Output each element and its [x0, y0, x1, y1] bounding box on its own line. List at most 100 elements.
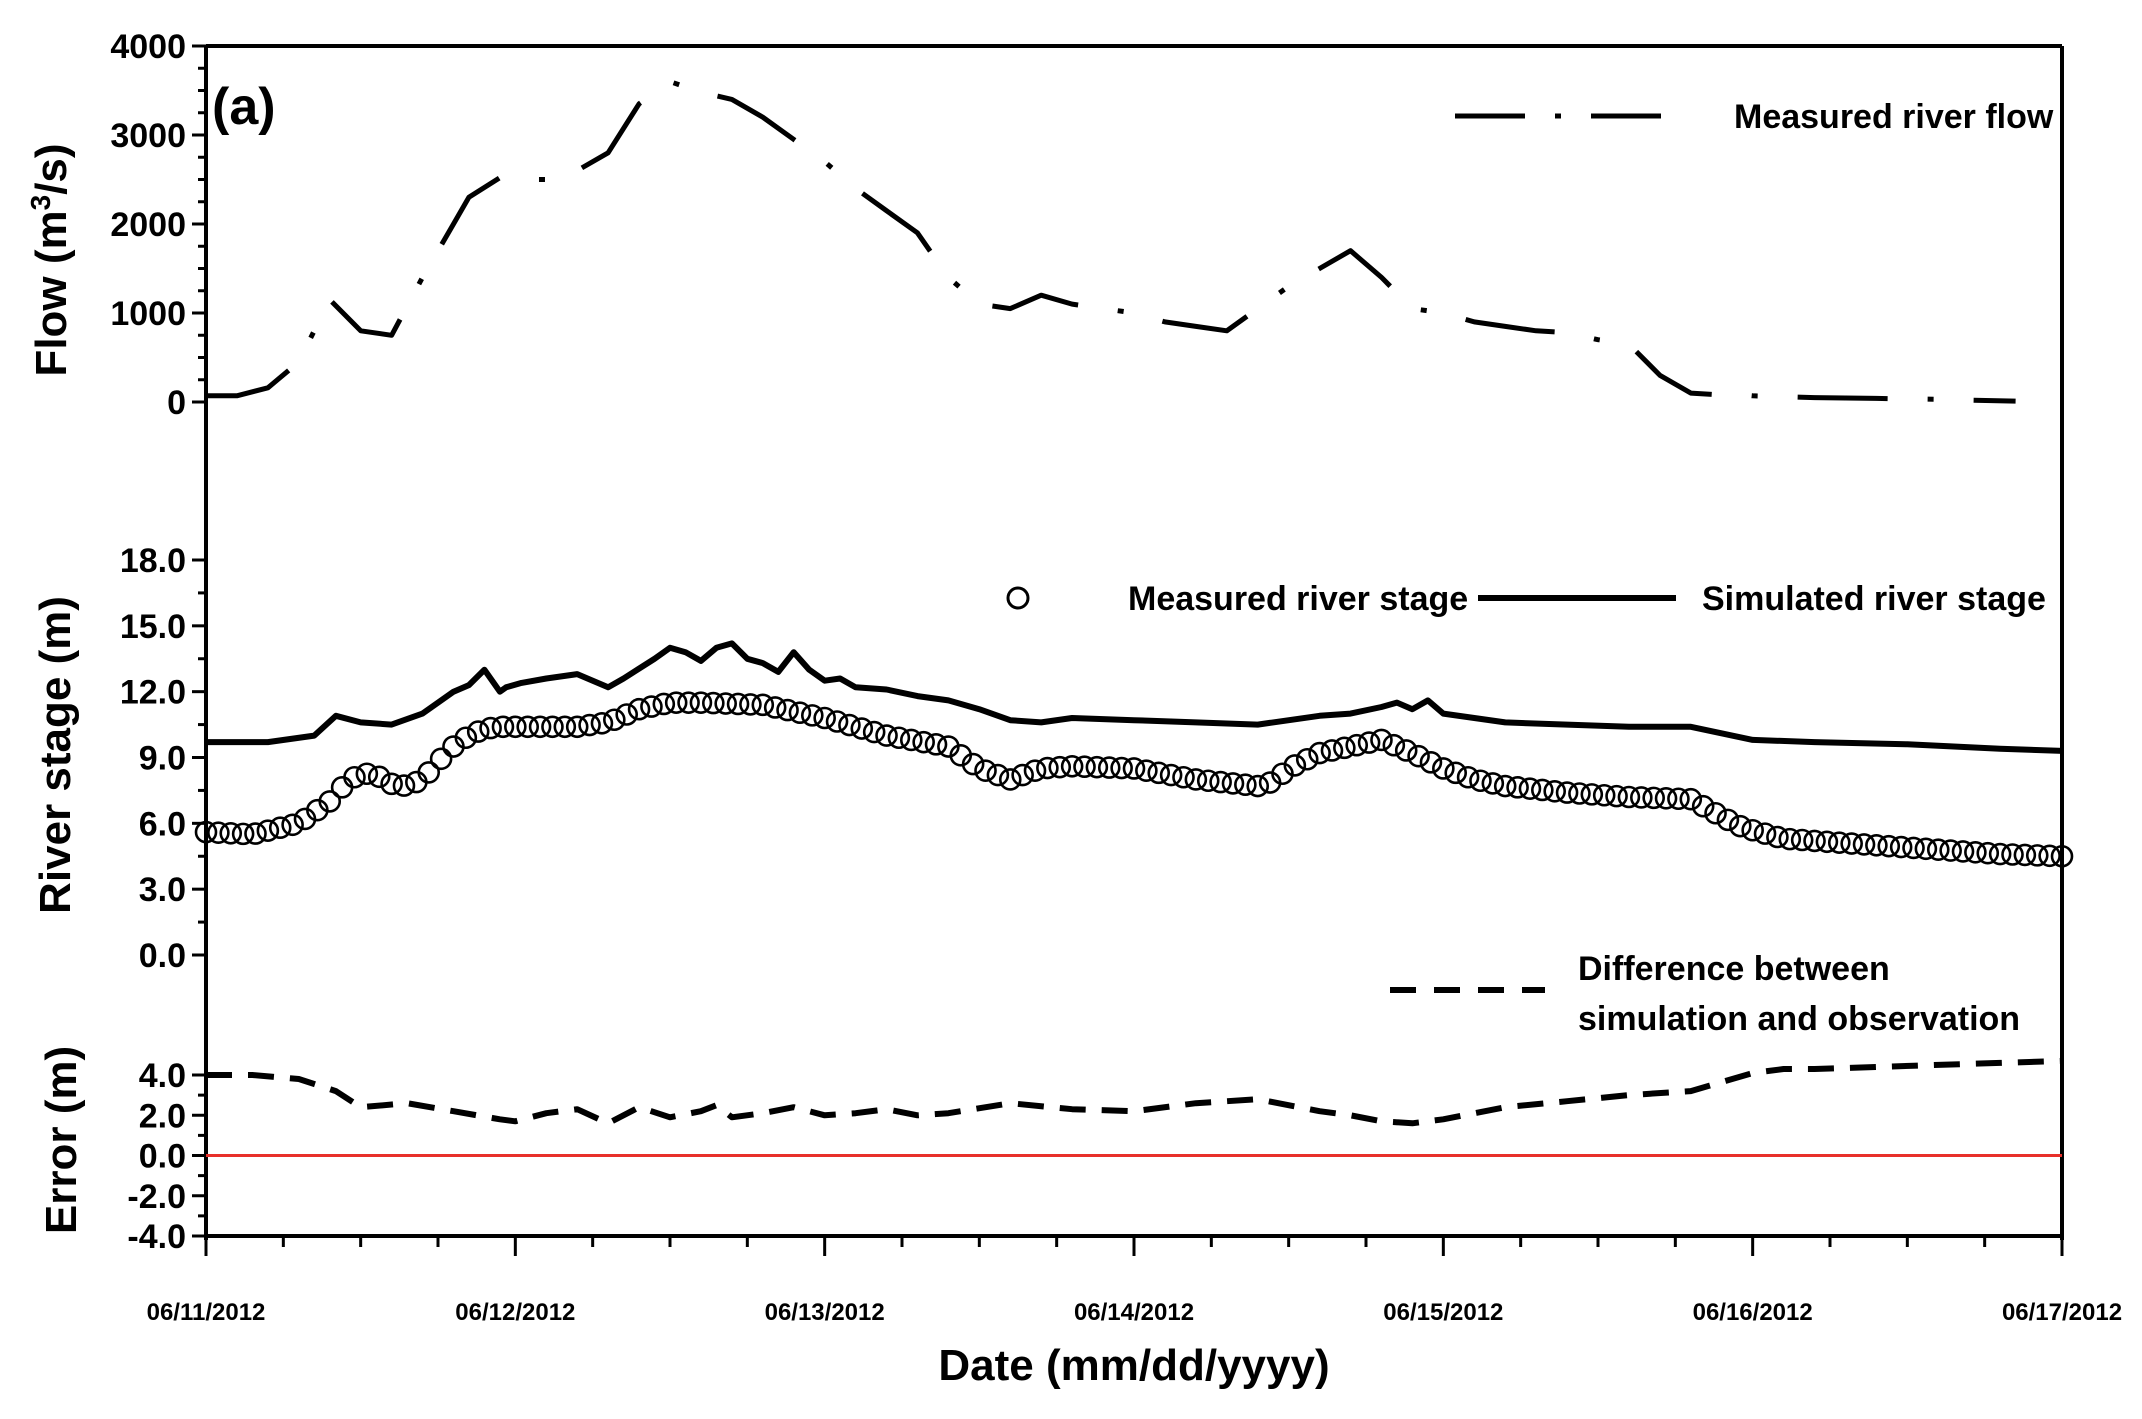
measured-river-stage-point	[1506, 776, 1529, 799]
measured-river-stage-point	[1976, 841, 2000, 865]
error-tick-label: 4.0	[139, 1057, 186, 1095]
measured-river-stage-point	[1803, 829, 1826, 853]
measured-river-stage-point	[1865, 833, 1888, 857]
flow-tick-label: 1000	[110, 295, 186, 333]
measured-river-stage-point	[318, 790, 342, 813]
measured-river-stage-point	[714, 692, 737, 715]
measured-river-stage-point	[1246, 774, 1270, 798]
measured-river-stage-point	[664, 691, 688, 714]
legend-measured-flow: Measured river flow	[1455, 98, 2054, 136]
stage-ticks: 0.0 3.0 6.0 9.0 12.0 15.0 18.0	[120, 542, 206, 975]
measured-river-stage-point	[244, 822, 267, 845]
measured-river-stage-markers	[194, 691, 2074, 868]
measured-river-stage-point	[1283, 754, 1307, 777]
measured-river-stage-point	[528, 715, 552, 739]
measured-river-stage-point	[2050, 844, 2074, 868]
stage-tick-label: 15.0	[120, 608, 186, 646]
measured-river-stage-point	[1716, 808, 1740, 832]
measured-river-stage-point	[207, 821, 230, 844]
measured-river-stage-point	[677, 691, 700, 714]
measured-river-stage-point	[1988, 842, 2012, 866]
measured-river-stage-point	[788, 701, 812, 725]
measured-river-stage-point	[924, 733, 948, 756]
flow-tick-label: 0	[167, 384, 186, 422]
measured-river-stage-point	[2013, 843, 2037, 867]
stage-tick-label: 0.0	[139, 937, 186, 975]
measured-river-stage-point	[1914, 837, 1938, 861]
measured-river-stage-point	[800, 704, 824, 727]
measured-river-stage-point	[1444, 761, 1468, 785]
measured-river-stage-point	[1271, 762, 1294, 786]
measured-river-stage-point	[1085, 755, 1109, 779]
measured-river-stage-point	[553, 715, 577, 739]
measured-river-stage-point	[912, 730, 935, 754]
measured-river-stage-point	[986, 763, 1010, 787]
measured-river-stage-point	[1580, 783, 1604, 806]
measured-river-stage-point	[961, 752, 985, 776]
measured-river-stage-point	[1679, 787, 1703, 811]
measured-river-stage-point	[565, 715, 589, 739]
flow-axis-title: Flow (m3/s)	[25, 143, 76, 376]
measured-river-stage-point	[1234, 773, 1257, 797]
measured-river-stage-point	[1531, 778, 1554, 802]
measured-river-stage-point	[1654, 787, 1678, 810]
x-ticks: 06/11/2012 06/12/2012 06/13/2012 06/14/2012…	[147, 1236, 2122, 1326]
measured-river-stage-point	[1815, 830, 1839, 854]
measured-river-stage-point	[1691, 794, 1715, 818]
measured-river-stage-point	[1902, 836, 1925, 860]
measured-river-stage-point	[454, 726, 478, 750]
measured-river-stage-point	[1370, 728, 1393, 752]
legend-measured-flow-label: Measured river flow	[1734, 98, 2054, 136]
measured-river-stage-point	[466, 720, 490, 743]
measured-river-stage-point	[1778, 827, 1802, 851]
measured-river-stage-point	[838, 713, 861, 737]
measured-river-stage-point	[1048, 755, 1072, 779]
x-tick-label: 06/11/2012	[147, 1299, 266, 1326]
x-axis-title: Date (mm/dd/yyyy)	[938, 1341, 1329, 1390]
x-tick-label: 06/13/2012	[765, 1299, 885, 1326]
stage-tick-label: 3.0	[139, 871, 186, 909]
measured-river-stage-point	[899, 728, 923, 752]
flow-ticks: 0 1000 2000 3000 4000	[110, 28, 206, 422]
measured-river-stage-point	[751, 693, 775, 717]
x-tick-label: 06/14/2012	[1074, 1299, 1194, 1326]
measured-river-stage-point	[219, 821, 243, 845]
panel-label: (a)	[212, 78, 276, 136]
measured-river-stage-point	[1432, 757, 1455, 780]
measured-river-stage-point	[1357, 731, 1381, 754]
stage-axis-title: River stage (m)	[31, 596, 80, 914]
measured-river-stage-point	[1753, 822, 1777, 845]
measured-river-stage-point	[1939, 839, 1962, 862]
measured-river-stage-point	[1333, 736, 1356, 760]
measured-river-stage-point	[1011, 763, 1034, 787]
measured-river-stage-point	[1135, 759, 1158, 782]
stage-tick-label: 9.0	[139, 740, 186, 778]
measured-river-stage-point	[1741, 818, 1764, 842]
measured-river-stage-point	[330, 776, 354, 799]
measured-river-stage-point	[1617, 785, 1641, 809]
measured-river-stage-point	[1469, 769, 1492, 793]
measured-river-stage-point	[1852, 833, 1876, 856]
legend-simulated-stage: Simulated river stage	[1478, 580, 2046, 618]
measured-river-stage-point	[1097, 756, 1121, 779]
measured-river-stage-point	[1345, 733, 1369, 757]
measured-river-stage-point	[875, 724, 898, 747]
measured-river-stage-point	[1704, 801, 1727, 825]
measured-river-stage-point	[417, 761, 441, 784]
measured-river-stage-point	[1221, 772, 1245, 795]
measured-river-stage-point	[590, 711, 614, 735]
measured-river-stage-point	[479, 716, 502, 740]
measured-river-stage-point	[392, 774, 416, 797]
measured-river-stage-point	[1184, 768, 1208, 791]
measured-river-stage-point	[1036, 756, 1059, 780]
measured-river-stage-point	[1728, 814, 1752, 838]
measured-river-stage-point	[813, 706, 836, 730]
measured-river-stage-point	[1518, 777, 1542, 800]
measured-river-stage-point	[1209, 770, 1232, 794]
flow-axis-title-sup: 3	[25, 195, 56, 211]
x-tick-label: 06/16/2012	[1693, 1299, 1813, 1326]
legend-difference-label-line2: simulation and observation	[1578, 1000, 2020, 1038]
measured-river-stage-point	[1023, 759, 1047, 782]
measured-river-stage-point	[2038, 844, 2061, 868]
